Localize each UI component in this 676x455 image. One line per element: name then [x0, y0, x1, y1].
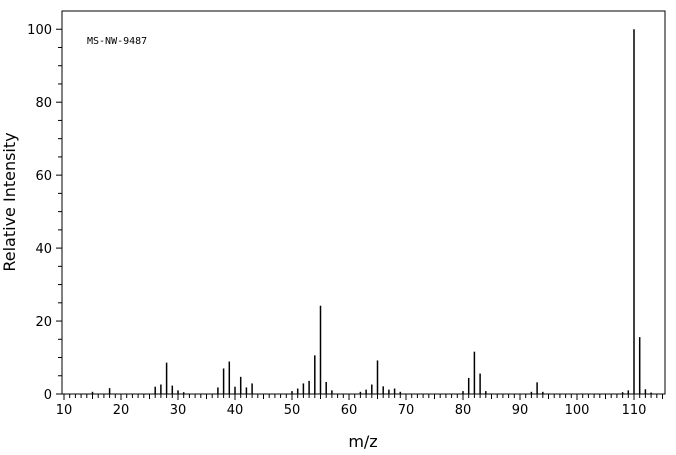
x-tick-label: 110 — [622, 403, 647, 418]
x-tick-label: 50 — [284, 403, 301, 418]
spectrum-id-annotation: MS-NW-9487 — [87, 36, 147, 47]
y-tick-label: 40 — [35, 242, 52, 257]
x-tick-label: 90 — [512, 403, 529, 418]
x-tick-label: 80 — [455, 403, 472, 418]
x-tick-label: 70 — [398, 403, 415, 418]
x-axis-title: m/z — [348, 432, 377, 451]
x-tick-label: 30 — [170, 403, 187, 418]
x-tick-label: 60 — [341, 403, 358, 418]
y-tick-label: 100 — [27, 23, 52, 38]
y-tick-label: 20 — [35, 315, 52, 330]
x-tick-label: 20 — [113, 403, 130, 418]
plot-frame — [61, 10, 666, 395]
y-tick-label: 0 — [44, 388, 52, 403]
x-tick-label: 100 — [565, 403, 590, 418]
peaks — [91, 29, 652, 394]
y-tick-label: 60 — [35, 169, 52, 184]
x-tick-label: 40 — [227, 403, 244, 418]
x-axis-ticks: 10 20 30 40 50 60 70 80 90 100 110 — [56, 394, 663, 418]
x-tick-label: 10 — [56, 403, 73, 418]
y-tick-label: 80 — [35, 96, 52, 111]
y-axis-ticks: 0 20 40 60 80 100 — [27, 23, 62, 403]
y-axis-title: Relative Intensity — [0, 132, 19, 271]
